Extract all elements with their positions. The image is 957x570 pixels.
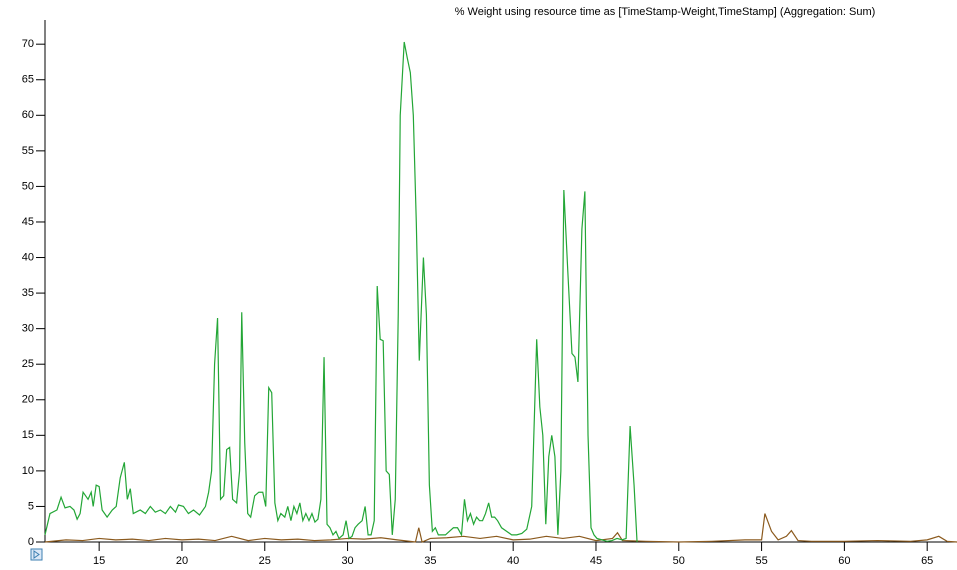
y-tick-label: 0 (28, 536, 34, 548)
x-tick-label: 60 (838, 555, 850, 567)
line-series (44, 41, 638, 543)
chart-title: % Weight using resource time as [TimeSta… (455, 6, 876, 18)
y-tick-label: 40 (22, 251, 34, 263)
x-tick-label: 45 (590, 555, 602, 567)
y-tick-label: 50 (22, 180, 34, 192)
y-tick-label: 55 (22, 145, 34, 157)
y-tick-label: 20 (22, 394, 34, 406)
x-tick-label: 55 (755, 555, 767, 567)
y-tick-label: 35 (22, 287, 34, 299)
x-tick-label: 35 (424, 555, 436, 567)
y-tick-label: 10 (22, 465, 34, 477)
x-tick-label: 40 (507, 555, 519, 567)
y-tick-label: 60 (22, 109, 34, 121)
x-tick-label: 20 (176, 555, 188, 567)
x-tick-label: 15 (93, 555, 105, 567)
x-tick-label: 65 (921, 555, 933, 567)
expand-icon (33, 550, 40, 559)
y-tick-label: 45 (22, 216, 34, 228)
y-tick-label: 70 (22, 38, 34, 50)
expand-button[interactable] (30, 548, 43, 561)
x-tick-label: 50 (673, 555, 685, 567)
y-tick-label: 25 (22, 358, 34, 370)
y-tick-label: 5 (28, 500, 34, 512)
y-tick-label: 15 (22, 429, 34, 441)
line-series (44, 513, 957, 543)
x-tick-label: 30 (341, 555, 353, 567)
x-tick-label: 25 (259, 555, 271, 567)
y-tick-label: 65 (22, 74, 34, 86)
y-tick-label: 30 (22, 323, 34, 335)
